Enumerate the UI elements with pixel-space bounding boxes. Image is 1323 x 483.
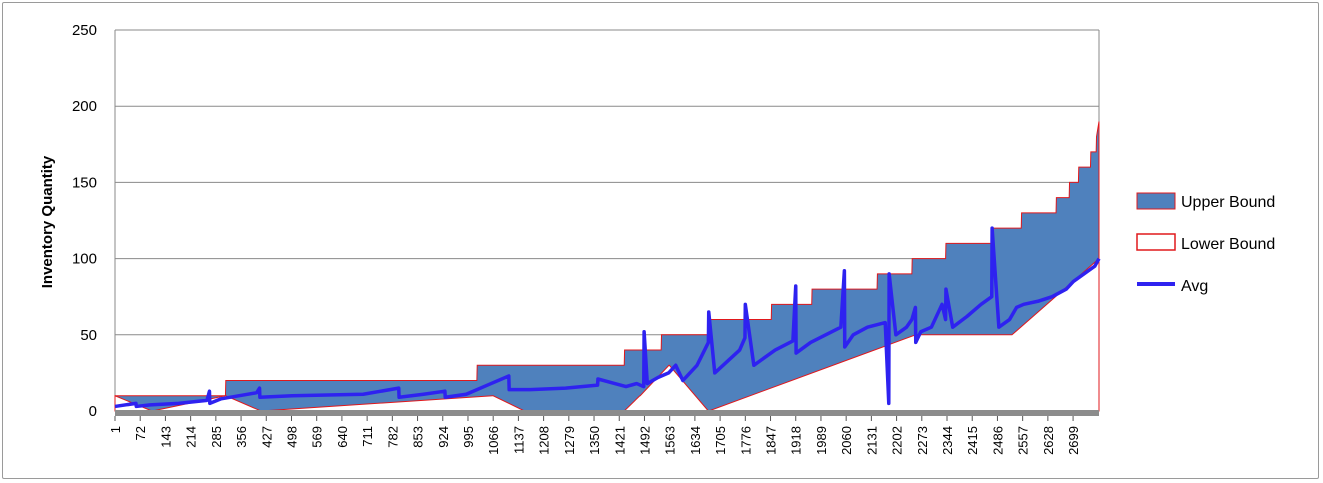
x-tick-label: 285 (209, 426, 224, 448)
x-tick-label: 569 (310, 426, 325, 448)
x-tick-label: 498 (284, 426, 299, 448)
x-tick-label: 72 (133, 426, 148, 440)
legend-swatch-lower-bound (1136, 233, 1176, 251)
y-tick-label: 150 (72, 174, 97, 191)
x-tick-label: 2628 (1041, 426, 1056, 455)
legend-label-avg: Avg (1181, 278, 1208, 295)
x-tick-label: 1350 (587, 426, 602, 455)
x-tick-label: 782 (385, 426, 400, 448)
y-tick-label: 200 (72, 98, 97, 115)
x-tick-label: 1847 (764, 426, 779, 455)
x-tick-label: 214 (184, 426, 199, 448)
x-tick-label: 2344 (940, 426, 955, 455)
x-tick-label: 853 (411, 426, 426, 448)
legend: Upper Bound Lower Bound Avg (1136, 192, 1275, 295)
avg-line (114, 226, 1101, 409)
x-tick-label: 1634 (688, 426, 703, 455)
x-tick-label: 711 (360, 426, 375, 447)
band-area (114, 121, 1100, 412)
x-tick-label: 1989 (814, 426, 829, 455)
x-tick-label: 2060 (839, 426, 854, 455)
x-tick-label: 1279 (562, 426, 577, 455)
x-tick-label: 1 (108, 426, 123, 433)
y-tick-label: 250 (72, 22, 97, 39)
x-tick-label: 1208 (537, 426, 552, 455)
x-axis-baseline (115, 410, 1099, 416)
legend-label-lower-bound: Lower Bound (1181, 236, 1275, 253)
x-tick-label: 1918 (789, 426, 804, 455)
x-tick-label: 640 (335, 426, 350, 448)
x-tick-label: 1492 (637, 426, 652, 455)
y-axis: 0 50 100 150 200 250 (72, 22, 1100, 420)
x-tick-label: 1776 (738, 426, 753, 455)
x-tick-label: 143 (158, 426, 173, 448)
upper-bound-area (114, 121, 1100, 412)
x-tick-label: 2131 (864, 426, 879, 455)
x-tick-label: 2486 (990, 426, 1005, 455)
legend-swatch-upper-bound (1136, 192, 1176, 210)
x-tick-label: 427 (259, 426, 274, 448)
x-tick-label: 1705 (713, 426, 728, 455)
x-tick-label: 1421 (612, 426, 627, 455)
x-tick-label: 2557 (1016, 426, 1031, 455)
y-tick-label: 50 (80, 327, 97, 344)
x-tick-label: 1137 (511, 426, 526, 454)
y-tick-label: 100 (72, 251, 97, 268)
x-tick-label: 2273 (915, 426, 930, 455)
x-tick-label: 356 (234, 426, 249, 448)
y-axis-title: Inventory Quantity (39, 155, 56, 288)
x-tick-label: 995 (461, 426, 476, 448)
x-tick-label: 2415 (965, 426, 980, 455)
avg-series (114, 226, 1101, 409)
y-tick-label: 0 (89, 403, 97, 420)
x-tick-label: 1563 (663, 426, 678, 455)
x-tick-label: 2202 (890, 426, 905, 455)
x-axis: 1 72 143 214 285 356 427 498 569 640 711 782 853 924 9… (108, 410, 1099, 455)
x-tick-label: 924 (436, 426, 451, 448)
x-tick-label: 2699 (1066, 426, 1081, 455)
x-tick-label: 1066 (486, 426, 501, 455)
legend-label-upper-bound: Upper Bound (1181, 194, 1275, 211)
